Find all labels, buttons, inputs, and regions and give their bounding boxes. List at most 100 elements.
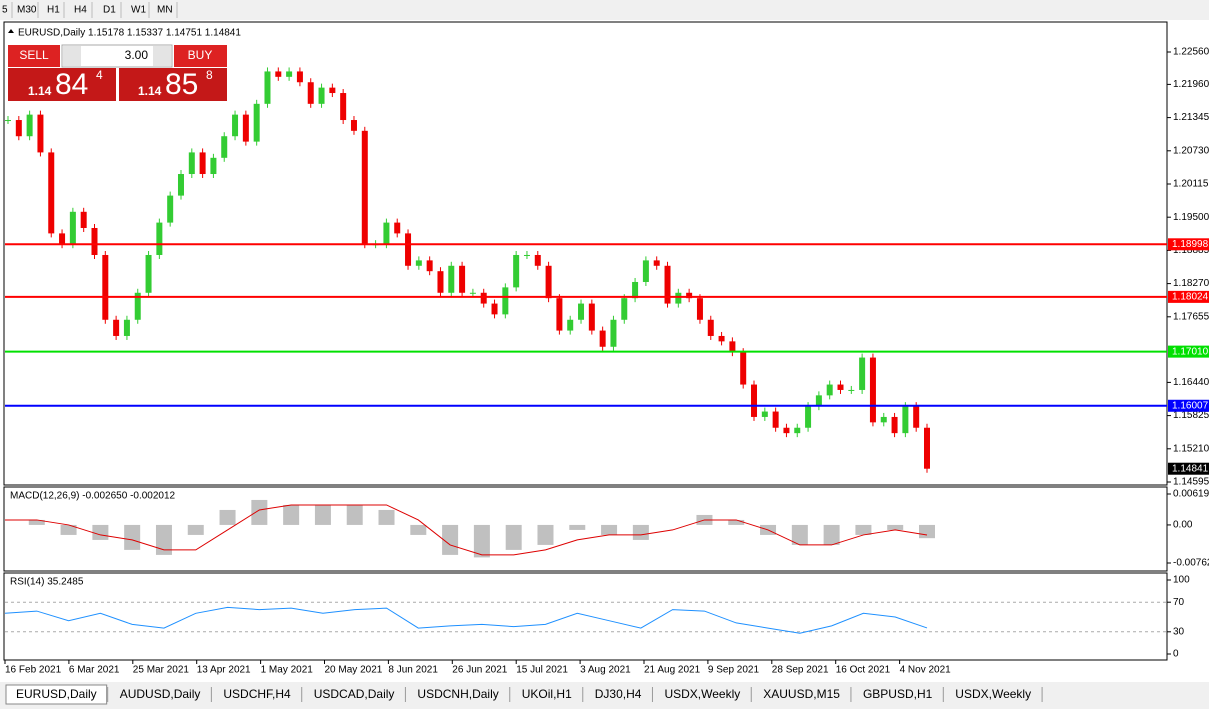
rsi-frame (3, 572, 1168, 661)
date-label: 16 Feb 2021 (5, 665, 62, 676)
tab[interactable] (109, 685, 211, 704)
candle (199, 152, 206, 175)
candle (253, 103, 260, 142)
candle (415, 260, 422, 266)
tab[interactable] (852, 685, 943, 704)
lot-up[interactable] (153, 46, 171, 66)
macd-bar (219, 509, 236, 525)
candle (675, 292, 682, 304)
candle (610, 319, 617, 347)
candle (459, 265, 466, 293)
tab[interactable] (213, 685, 301, 704)
candle (437, 271, 444, 293)
candle (761, 411, 768, 417)
candle (718, 335, 725, 342)
candle (848, 389, 855, 391)
candle (188, 152, 195, 175)
macd-bar (919, 524, 935, 539)
candle (913, 406, 920, 428)
candle (480, 292, 487, 304)
sell-prefix: 1.14 (28, 84, 52, 98)
candle (805, 406, 812, 428)
candle (329, 87, 336, 94)
candle (426, 260, 433, 272)
macd-signal (5, 504, 928, 556)
tab-label: DJ30,H4 (595, 687, 642, 701)
macd-bar (314, 504, 331, 525)
macd-bar (569, 524, 586, 530)
level-label-box (1168, 290, 1209, 303)
lot-input[interactable] (61, 44, 173, 68)
timeframe-button[interactable]: D1 (103, 5, 116, 16)
candle (826, 384, 833, 396)
timeframe-button[interactable]: 5 (2, 5, 8, 16)
date-label: 15 Jul 2021 (516, 665, 568, 676)
sell-button[interactable] (8, 45, 60, 67)
candle (134, 292, 141, 320)
macd-label: MACD(12,26,9) -0.002650 -0.002012 (10, 491, 176, 502)
buy-small: 8 (206, 68, 213, 82)
candle (69, 211, 76, 245)
timeframe-button[interactable]: M30 (17, 5, 37, 16)
level-label-box (1168, 399, 1209, 412)
rsi-tick-label: 100 (1173, 575, 1190, 586)
last-price-box (1168, 462, 1209, 475)
macd-bar (855, 524, 872, 535)
price-tick-label: 1.21960 (1173, 79, 1209, 90)
macd-bar (187, 524, 204, 535)
tab[interactable] (584, 685, 652, 704)
candle (469, 292, 476, 294)
tab[interactable] (945, 685, 1042, 704)
macd-bar (791, 524, 808, 545)
collapse-icon[interactable] (8, 29, 14, 33)
candle (740, 352, 747, 385)
candle (869, 357, 876, 423)
timeframe-button[interactable]: W1 (131, 5, 146, 16)
tab[interactable] (407, 685, 509, 704)
candle (48, 152, 55, 234)
candle (394, 222, 401, 234)
date-label: 4 Nov 2021 (900, 665, 952, 676)
candle (815, 395, 822, 407)
price-tick-label: 1.17655 (1173, 311, 1209, 322)
rsi-tick-label: 70 (1173, 597, 1185, 608)
timeframe-button[interactable]: MN (157, 5, 173, 16)
tab-label: AUDUSD,Daily (120, 687, 201, 701)
last-price-label: 1.14841 (1172, 463, 1209, 474)
candle (653, 260, 660, 266)
candle (502, 287, 509, 315)
candle (286, 71, 293, 77)
macd-bar (887, 524, 904, 530)
candle (361, 130, 368, 245)
candle (221, 136, 228, 158)
candle (902, 406, 909, 434)
lot-down[interactable] (63, 46, 81, 66)
candle (232, 114, 239, 137)
price-tick-label: 1.19500 (1173, 212, 1209, 223)
tab[interactable] (654, 685, 751, 704)
macd-bar (378, 509, 395, 525)
level-label-box (1168, 345, 1209, 358)
sell-price-box[interactable] (8, 68, 116, 101)
candle (275, 71, 282, 77)
rsi-tick-label: 30 (1173, 626, 1185, 637)
tab[interactable] (5, 684, 108, 705)
candle (156, 222, 163, 255)
candle (686, 292, 693, 299)
macd-bar (601, 524, 618, 535)
candle (794, 427, 801, 434)
tab[interactable] (303, 685, 405, 704)
candle (588, 303, 595, 331)
tab[interactable] (753, 685, 850, 704)
timeframe-button[interactable]: H4 (74, 5, 87, 16)
price-tick-label: 1.22560 (1173, 47, 1209, 58)
candle (707, 319, 714, 336)
buy-button[interactable] (174, 45, 227, 67)
macd-bar (92, 524, 109, 540)
date-label: 8 Jun 2021 (388, 665, 438, 676)
buy-price-box[interactable] (119, 68, 227, 101)
tab[interactable] (511, 685, 582, 704)
timeframe-button[interactable]: H1 (47, 5, 60, 16)
candle (59, 233, 66, 245)
